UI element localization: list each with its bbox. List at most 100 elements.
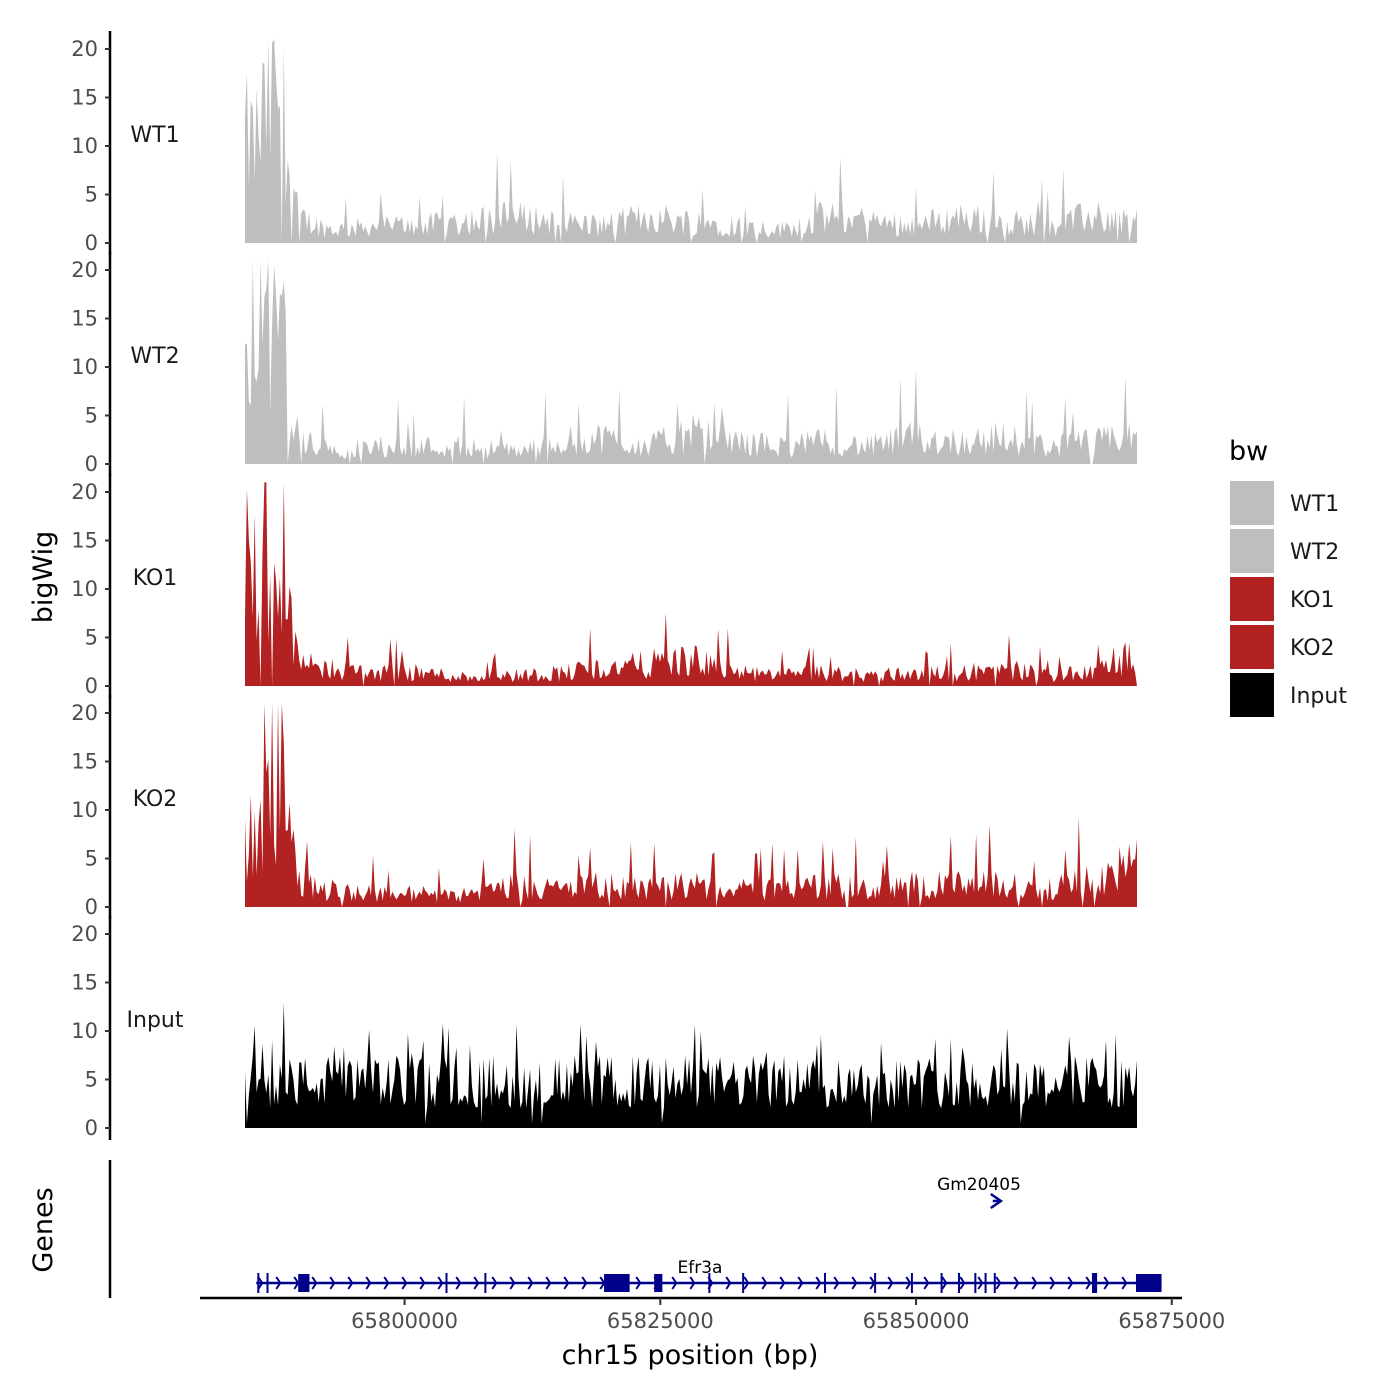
- x-tick-label: 65800000: [351, 1309, 458, 1333]
- strand-arrow: [1121, 1276, 1128, 1290]
- strand-arrow: [1067, 1276, 1074, 1290]
- y-tick-label: 15: [71, 529, 98, 553]
- legend-label-input: Input: [1290, 684, 1347, 709]
- strand-arrow: [275, 1276, 282, 1290]
- y-tick-label: 15: [71, 750, 98, 774]
- legend-swatch-wt1: [1230, 481, 1274, 525]
- exon-block: [266, 1273, 269, 1293]
- gene-label-gm20405: Gm20405: [937, 1175, 1021, 1195]
- strand-arrow: [473, 1276, 480, 1290]
- gene-gm20405: Gm20405: [937, 1175, 1021, 1210]
- signal-area-input: [245, 1002, 1137, 1128]
- track-label-ko1: KO1: [133, 566, 178, 591]
- genes-panel-title: Genes: [28, 1187, 59, 1272]
- strand-arrow: [743, 1276, 750, 1290]
- signal-area-wt1: [245, 39, 1137, 243]
- strand-arrow: [761, 1276, 768, 1290]
- legend: bw WT1 WT2 KO1 KO2 Input: [1229, 436, 1347, 717]
- strand-arrow: [383, 1276, 390, 1290]
- strand-arrow: [455, 1276, 462, 1290]
- x-tick-label: 65825000: [607, 1309, 714, 1333]
- legend-swatch-ko1: [1230, 577, 1274, 621]
- track-label-input: Input: [127, 1008, 184, 1033]
- strand-arrow: [365, 1276, 372, 1290]
- exon-block: [957, 1273, 961, 1293]
- y-tick-label: 10: [71, 1019, 98, 1043]
- y-tick-label: 0: [85, 895, 98, 919]
- strand-arrow: [491, 1276, 498, 1290]
- signal-area-wt2: [245, 260, 1137, 464]
- strand-arrow: [329, 1276, 336, 1290]
- y-tick-label: 10: [71, 798, 98, 822]
- exon-block: [742, 1273, 745, 1293]
- genes-panel: Efr3a Gm20405: [108, 1160, 1162, 1298]
- strand-arrow: [311, 1276, 318, 1290]
- strand-arrow: [905, 1276, 912, 1290]
- strand-arrow: [923, 1276, 930, 1290]
- strand-arrow: [833, 1276, 840, 1290]
- y-tick-label: 10: [71, 134, 98, 158]
- exon-block: [484, 1273, 487, 1293]
- x-tick-label: 65850000: [863, 1309, 970, 1333]
- y-tick-label: 5: [85, 1068, 98, 1092]
- exon-block: [874, 1273, 877, 1293]
- y-tick-label: 20: [71, 480, 98, 504]
- track-label-wt2: WT2: [130, 344, 179, 369]
- x-axis: 65800000 65825000 65850000 65875000: [200, 1296, 1225, 1333]
- x-tick-label: 65875000: [1118, 1309, 1225, 1333]
- strand-arrow: [990, 1192, 1004, 1210]
- legend-label-wt2: WT2: [1290, 540, 1339, 565]
- strand-arrow: [1085, 1276, 1092, 1290]
- strand-arrow: [671, 1276, 678, 1290]
- strand-arrow: [815, 1276, 822, 1290]
- strand-arrow: [1031, 1276, 1038, 1290]
- exon-block: [708, 1273, 711, 1293]
- exon-block: [974, 1273, 977, 1293]
- exon-block: [654, 1274, 663, 1292]
- strand-arrow: [563, 1276, 570, 1290]
- strand-arrow: [797, 1276, 804, 1290]
- signal-area-ko1: [245, 482, 1137, 686]
- y-tick-label: 0: [85, 452, 98, 476]
- y-tick-label: 20: [71, 922, 98, 946]
- exon-block: [604, 1274, 630, 1292]
- strand-arrow: [401, 1276, 408, 1290]
- strand-arrow: [851, 1276, 858, 1290]
- strand-arrow: [419, 1276, 426, 1290]
- y-tick-label: 0: [85, 1116, 98, 1140]
- strand-arrow: [779, 1276, 786, 1290]
- track-panel-wt1: 0 5 10 15 20 WT1: [71, 31, 1137, 255]
- y-tick-label: 5: [85, 847, 98, 871]
- y-tick-label: 10: [71, 577, 98, 601]
- strand-arrow: [959, 1276, 966, 1290]
- exon-block: [940, 1273, 943, 1293]
- track-label-wt1: WT1: [130, 123, 179, 148]
- strand-arrow: [689, 1276, 696, 1290]
- exon-block: [993, 1273, 996, 1293]
- legend-swatch-ko2: [1230, 625, 1274, 669]
- legend-label-wt1: WT1: [1290, 492, 1339, 517]
- strand-arrow: [347, 1276, 354, 1290]
- y-tick-label: 0: [85, 231, 98, 255]
- track-panel-ko1: 0 5 10 15 20 KO1: [71, 474, 1137, 698]
- y-tick-label: 15: [71, 307, 98, 331]
- signal-tracks: 0 5 10 15 20 WT1 0 5 10 15 20 WT2 0 5 10 15 20 KO1 0 5 10 15 2…: [71, 31, 1137, 1140]
- gene-label-efr3a: Efr3a: [678, 1258, 723, 1278]
- strand-arrow: [977, 1276, 984, 1290]
- strand-arrow: [635, 1276, 642, 1290]
- y-tick-label: 0: [85, 674, 98, 698]
- y-tick-label: 5: [85, 183, 98, 207]
- strand-arrow: [725, 1276, 732, 1290]
- exon-block: [984, 1273, 987, 1293]
- legend-swatch-wt2: [1230, 529, 1274, 573]
- strand-arrow: [527, 1276, 534, 1290]
- exon-block: [910, 1273, 913, 1293]
- exon-block: [1091, 1273, 1098, 1293]
- exon-block: [257, 1273, 260, 1293]
- exon-block: [445, 1273, 448, 1293]
- legend-swatch-input: [1230, 673, 1274, 717]
- track-panel-ko2: 0 5 10 15 20 KO2: [71, 695, 1137, 919]
- strand-arrow: [941, 1276, 948, 1290]
- strand-arrow: [545, 1276, 552, 1290]
- strand-arrow: [581, 1276, 588, 1290]
